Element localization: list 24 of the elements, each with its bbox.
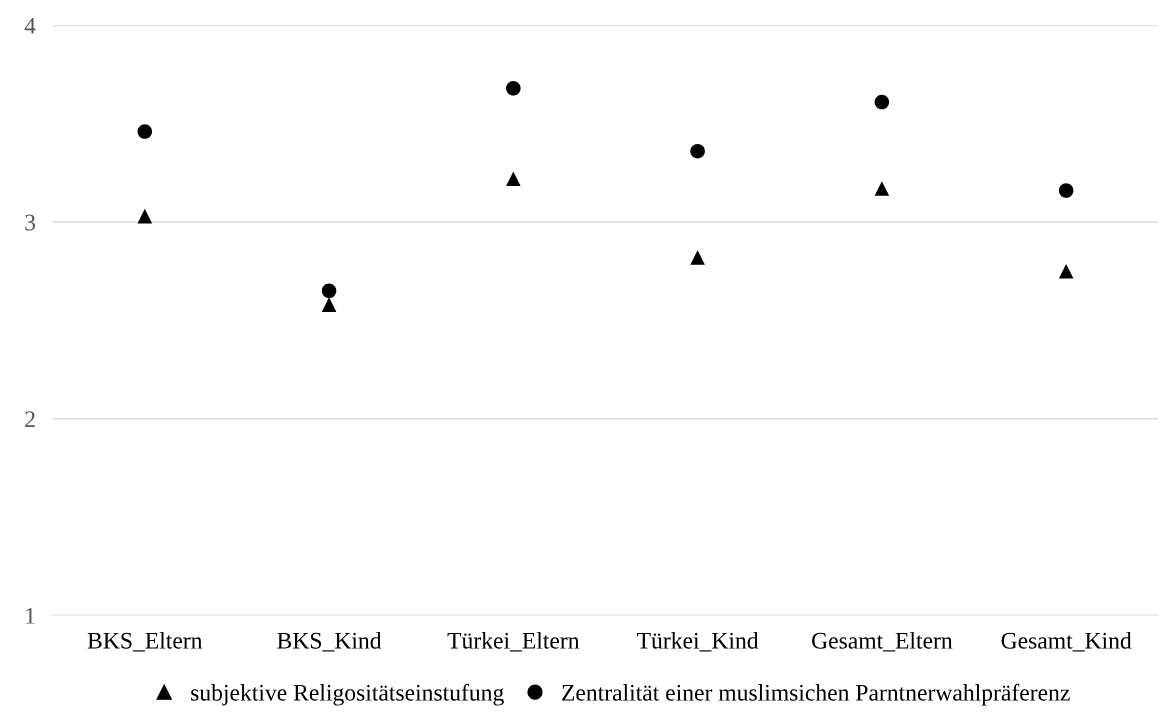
point [690, 143, 705, 159]
point [506, 81, 521, 96]
x-tick-label: Türkei_Kind [637, 632, 759, 652]
x-tick-label: Gesamt_Eltern [812, 632, 953, 652]
point [1058, 263, 1074, 279]
point [321, 297, 337, 312]
point [874, 94, 890, 110]
y-tick-label: 2 [25, 411, 35, 427]
y-tick-label: 4 [24, 17, 36, 34]
point [1058, 183, 1074, 198]
point [137, 124, 153, 139]
x-tick-label: Türkei_Eltern [447, 632, 580, 652]
y-tick-label: 3 [25, 214, 36, 231]
point [137, 208, 153, 224]
point [690, 250, 705, 265]
y-tick-label: 1 [26, 608, 35, 624]
legend-label: Zentralität einer muslimsichen Parntnerwahlpräferenz [562, 683, 1070, 706]
x-tick-label: Gesamt_Kind [1001, 632, 1132, 652]
legend-label: subjektive Religositätseinstufung [191, 683, 504, 706]
point [874, 181, 890, 196]
point [506, 171, 521, 187]
x-tick-label: BKS_Kind [277, 632, 382, 652]
x-tick-label: BKS_Eltern [87, 632, 203, 652]
point [321, 283, 337, 299]
